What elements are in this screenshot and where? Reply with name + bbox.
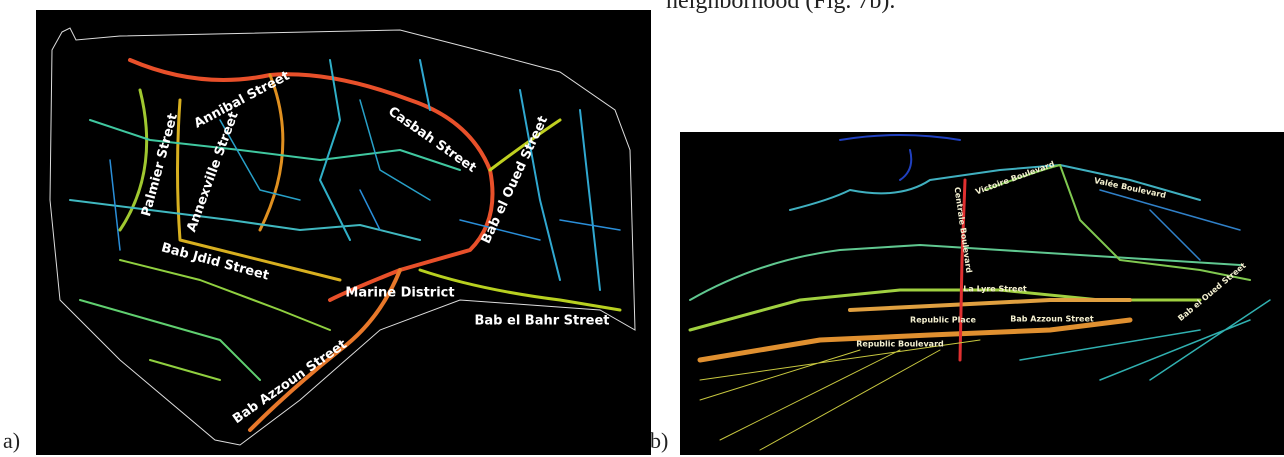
figure: Annibal StreetCasbah StreetPalmier Stree… <box>0 0 1284 457</box>
map-a-background <box>36 10 651 455</box>
street-label: Bab el Bahr Street <box>474 314 609 329</box>
page: neighborhood (Fig. 7b). a) b) <box>0 0 1284 457</box>
street-label: La Lyre Street <box>963 285 1027 294</box>
street-label: Marine District <box>345 286 454 301</box>
street-label: Republic Boulevard <box>856 340 944 349</box>
street-label: Republic Place <box>910 316 976 325</box>
map-b-background <box>680 132 1284 455</box>
street-label: Bab Azzoun Street <box>1010 315 1094 324</box>
